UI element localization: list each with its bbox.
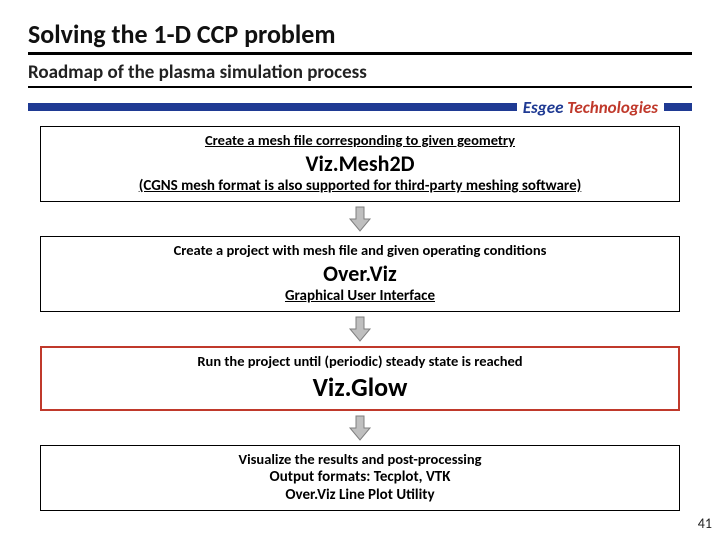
brand-bar-right (664, 103, 692, 111)
brand-row: Esgee Technologies (28, 96, 692, 118)
slide: Solving the 1-D CCP problem Roadmap of t… (0, 0, 720, 540)
title-underline (28, 52, 692, 55)
flow-node-mesh: Create a mesh file corresponding to give… (40, 126, 680, 202)
flow-node-project: Create a project with mesh file and give… (40, 236, 680, 312)
node-project-tool: Over.Viz (47, 260, 673, 287)
node-run-desc: Run the project until (periodic) steady … (48, 352, 672, 370)
brand-bar-left (28, 103, 517, 111)
page-subtitle: Roadmap of the plasma simulation process (28, 61, 692, 84)
flowchart: Create a mesh file corresponding to give… (28, 126, 692, 511)
node-visualize-desc: Visualize the results and post-processin… (47, 450, 673, 468)
brand-segment-tech: Technologies (567, 97, 658, 118)
flow-node-run: Run the project until (periodic) steady … (40, 346, 680, 411)
node-mesh-note: (CGNS mesh format is also supported for … (47, 177, 673, 195)
arrow-down-icon (346, 414, 374, 442)
node-mesh-tool: Viz.Mesh2D (47, 150, 673, 177)
node-visualize-outputs: Output formats: Tecplot, VTK (47, 468, 673, 486)
node-mesh-desc: Create a mesh file corresponding to give… (47, 131, 673, 149)
page-number: 41 (698, 515, 712, 532)
node-project-desc: Create a project with mesh file and give… (47, 241, 673, 259)
flow-node-visualize: Visualize the results and post-processin… (40, 445, 680, 511)
subtitle-underline (28, 86, 692, 88)
node-visualize-utility: Over.Viz Line Plot Utility (47, 486, 673, 504)
brand-logo: Esgee Technologies (517, 97, 664, 118)
node-project-note: Graphical User Interface (47, 287, 673, 305)
arrow-down-icon (346, 315, 374, 343)
node-run-tool: Viz.Glow (48, 371, 672, 403)
page-title: Solving the 1-D CCP problem (28, 18, 692, 50)
arrow-down-icon (346, 205, 374, 233)
brand-segment-esgee: Esgee (523, 97, 568, 118)
